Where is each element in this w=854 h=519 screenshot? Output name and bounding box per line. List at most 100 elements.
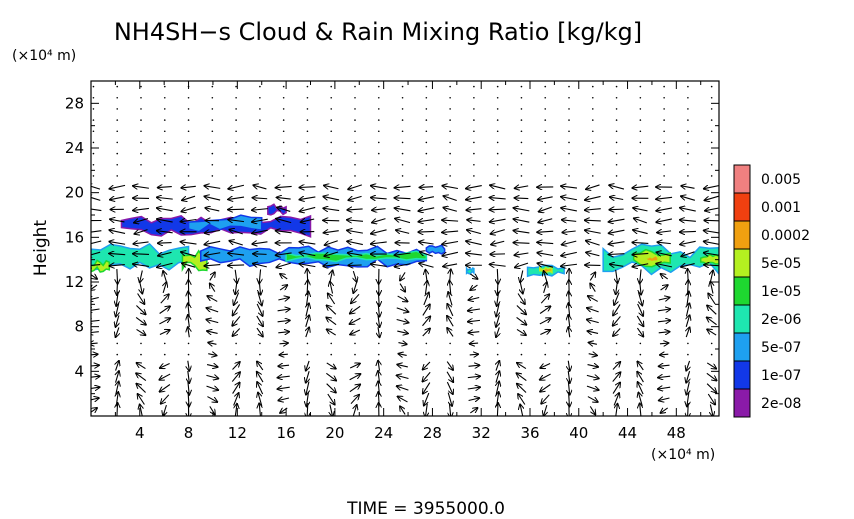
wind-vector xyxy=(568,119,570,121)
wind-vector xyxy=(496,382,499,395)
wind-vector xyxy=(351,293,360,303)
wind-vector xyxy=(259,85,261,88)
wind-vector xyxy=(92,96,95,99)
wind-vector xyxy=(447,316,454,327)
wind-vector xyxy=(657,231,672,233)
y-axis: 4 8 12 16 20 24 28 xyxy=(65,94,719,395)
wind-vector xyxy=(396,307,409,312)
wind-vector xyxy=(687,141,689,144)
wind-vector xyxy=(663,108,665,110)
wind-vector xyxy=(656,219,673,222)
wind-vector xyxy=(539,318,551,325)
wind-vector xyxy=(253,254,267,255)
wind-vector xyxy=(707,317,717,326)
wind-vector xyxy=(419,263,434,268)
wind-vector xyxy=(663,96,665,99)
wind-vector xyxy=(377,163,380,166)
wind-vector xyxy=(660,354,669,355)
wind-vector xyxy=(160,384,171,392)
wind-vector xyxy=(517,293,525,304)
wind-vector xyxy=(252,219,268,222)
wind-vector xyxy=(612,383,620,394)
wind-vector xyxy=(187,108,190,110)
wind-vector xyxy=(442,242,459,245)
wind-vector xyxy=(323,197,340,200)
wind-vector xyxy=(327,306,337,315)
wind-vector xyxy=(468,398,480,401)
wind-vector xyxy=(615,152,618,155)
wind-vector xyxy=(496,96,499,99)
colorbar-swatch xyxy=(733,388,751,418)
wind-vector xyxy=(187,152,190,155)
wind-vector xyxy=(116,382,119,395)
wind-vector xyxy=(614,292,620,305)
x-tick-label: 24 xyxy=(374,424,393,442)
wind-vector xyxy=(235,108,237,110)
wind-vector xyxy=(473,141,475,144)
wind-vector xyxy=(640,269,641,283)
wind-vector xyxy=(233,328,241,336)
wind-vector xyxy=(514,219,530,222)
wind-vector xyxy=(92,119,95,121)
wind-vector xyxy=(496,119,499,121)
wind-vector xyxy=(206,375,218,378)
wind-vector xyxy=(468,320,481,321)
wind-vector xyxy=(420,252,433,257)
wind-vector xyxy=(615,342,618,345)
wind-vector xyxy=(710,130,713,133)
wind-vector xyxy=(91,343,98,344)
wind-vector xyxy=(540,384,551,392)
wind-vector xyxy=(306,141,309,144)
wind-vector xyxy=(158,252,172,255)
wind-vector xyxy=(710,175,713,177)
wind-vector xyxy=(710,141,713,144)
wind-vector xyxy=(591,175,594,177)
wind-vector xyxy=(469,354,478,355)
wind-vector xyxy=(140,281,143,294)
wind-vector xyxy=(704,220,719,221)
wind-vector xyxy=(235,163,237,166)
wind-vector xyxy=(591,96,594,99)
wind-vector xyxy=(377,353,380,356)
wind-vector xyxy=(163,152,166,155)
colorbar-label: 1e-07 xyxy=(761,368,801,384)
wind-vector xyxy=(256,303,262,316)
wind-vector xyxy=(657,320,670,321)
wind-vector xyxy=(473,119,475,121)
wind-vector xyxy=(299,187,316,188)
wind-vector xyxy=(91,251,101,256)
wind-vector xyxy=(163,130,166,133)
wind-vector xyxy=(496,175,499,177)
wind-vector xyxy=(282,152,285,155)
wind-vector xyxy=(680,208,696,211)
wind-vector xyxy=(444,196,457,202)
wind-vector xyxy=(116,392,118,407)
wind-vector xyxy=(324,251,339,256)
wind-vector xyxy=(330,353,333,356)
wind-vector xyxy=(204,241,221,244)
wind-vector xyxy=(377,141,380,144)
wind-vector xyxy=(639,85,642,88)
wind-vector xyxy=(496,327,499,337)
wind-vector xyxy=(659,398,670,401)
wind-vector xyxy=(687,130,689,133)
wind-vector xyxy=(686,371,689,382)
wind-vector xyxy=(467,376,480,377)
wind-vector xyxy=(612,362,620,370)
wind-vector xyxy=(253,185,267,190)
wind-vector xyxy=(447,328,454,337)
wind-vector xyxy=(467,387,480,389)
wind-vector xyxy=(544,119,547,121)
wind-vector xyxy=(326,362,336,369)
wind-vector xyxy=(140,175,142,177)
wind-vector xyxy=(490,185,506,190)
wind-vector xyxy=(496,371,499,383)
wind-vector xyxy=(496,130,499,133)
wind-vector xyxy=(92,141,95,144)
wind-vector xyxy=(159,330,170,335)
y-tick-label: 24 xyxy=(65,139,84,157)
wind-vector xyxy=(279,285,287,291)
wind-vector xyxy=(561,186,578,188)
x-tick-label: 12 xyxy=(228,424,247,442)
